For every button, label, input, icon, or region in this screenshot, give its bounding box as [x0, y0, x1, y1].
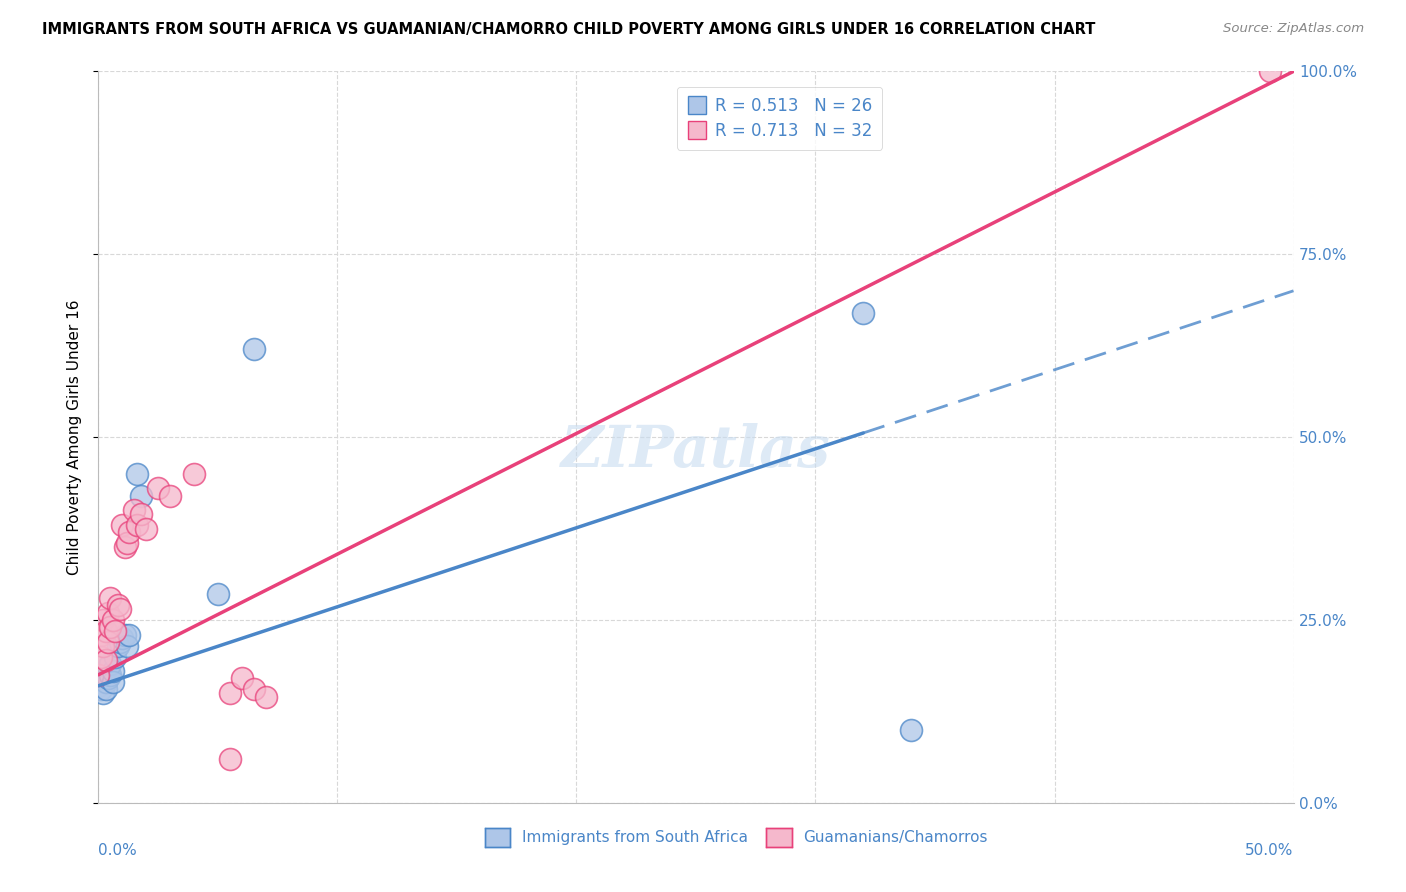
Text: ZIPatlas: ZIPatlas: [561, 424, 831, 480]
Point: [114, 540, 136, 554]
Point: [183, 467, 205, 481]
Point: [131, 489, 153, 503]
Point: [97, 606, 120, 620]
Point: [104, 649, 127, 664]
Point: [852, 306, 875, 320]
Point: [219, 752, 242, 766]
Text: 0.0%: 0.0%: [98, 843, 138, 858]
Point: [115, 536, 138, 550]
Point: [107, 599, 129, 613]
Point: [125, 517, 148, 532]
Point: [111, 517, 134, 532]
Point: [159, 489, 181, 503]
Point: [118, 525, 141, 540]
Point: [97, 672, 120, 686]
Point: [98, 591, 122, 605]
Text: Guamanians/Chamorros: Guamanians/Chamorros: [803, 830, 987, 845]
Point: [243, 343, 266, 357]
Y-axis label: Child Poverty Among Girls Under 16: Child Poverty Among Girls Under 16: [67, 300, 83, 574]
Text: Immigrants from South Africa: Immigrants from South Africa: [522, 830, 748, 845]
Point: [118, 627, 141, 641]
Point: [91, 639, 114, 653]
Point: [111, 632, 134, 646]
Point: [231, 672, 253, 686]
Text: IMMIGRANTS FROM SOUTH AFRICA VS GUAMANIAN/CHAMORRO CHILD POVERTY AMONG GIRLS UND: IMMIGRANTS FROM SOUTH AFRICA VS GUAMANIA…: [42, 22, 1095, 37]
Point: [87, 679, 110, 693]
Point: [97, 660, 120, 674]
Point: [254, 690, 277, 704]
Point: [90, 649, 112, 664]
Point: [91, 686, 114, 700]
Legend: R = 0.513   N = 26, R = 0.713   N = 32: R = 0.513 N = 26, R = 0.713 N = 32: [676, 87, 883, 150]
Point: [219, 686, 242, 700]
Point: [125, 467, 148, 481]
Text: 50.0%: 50.0%: [1246, 843, 1294, 858]
Point: [90, 627, 112, 641]
Point: [107, 639, 129, 653]
Point: [101, 613, 124, 627]
Point: [243, 682, 266, 697]
Point: [207, 587, 229, 601]
Text: Source: ZipAtlas.com: Source: ZipAtlas.com: [1223, 22, 1364, 36]
Point: [94, 675, 117, 690]
Point: [94, 682, 117, 697]
Point: [104, 624, 127, 638]
Point: [900, 723, 922, 737]
Point: [135, 521, 157, 535]
Point: [94, 624, 117, 638]
Point: [91, 613, 114, 627]
Point: [114, 627, 136, 641]
Point: [97, 635, 120, 649]
Point: [98, 657, 122, 671]
Point: [90, 682, 112, 697]
Point: [108, 635, 131, 649]
Point: [1258, 64, 1281, 78]
Point: [101, 664, 124, 678]
Point: [94, 653, 117, 667]
Point: [148, 481, 170, 495]
Point: [131, 507, 153, 521]
Point: [91, 672, 114, 686]
Point: [124, 503, 146, 517]
Point: [98, 667, 122, 681]
Point: [115, 639, 138, 653]
Point: [90, 667, 112, 681]
Point: [101, 675, 124, 690]
Point: [87, 667, 110, 681]
Point: [98, 620, 122, 634]
Point: [108, 602, 131, 616]
